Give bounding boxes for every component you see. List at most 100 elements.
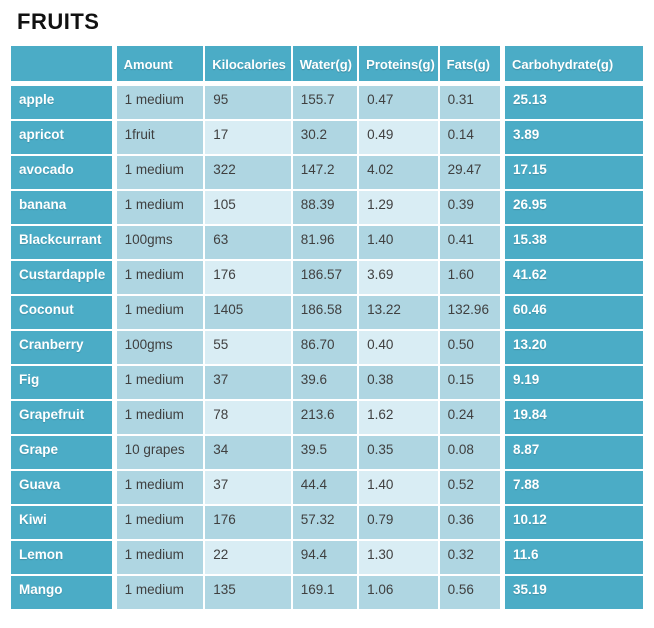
proteins-cell: 1.62 [359,401,438,434]
amount-cell: 1 medium [113,576,204,609]
kilocalories-cell: 176 [205,506,291,539]
proteins-cell: 1.40 [359,471,438,504]
table-row: Cranberry 100gms 55 86.70 0.40 0.50 13.20 [11,331,643,364]
fruit-name-cell: Custardapple [11,261,112,294]
carbohydrate-cell: 8.87 [502,436,643,469]
water-cell: 39.6 [292,366,358,399]
fats-cell: 0.08 [439,436,501,469]
fats-cell: 0.41 [439,226,501,259]
fats-cell: 0.50 [439,331,501,364]
fruit-name-cell: Grapefruit [11,401,112,434]
water-cell: 39.5 [292,436,358,469]
water-cell: 213.6 [292,401,358,434]
header-cell-carbohydrate: Carbohydrate(g) [502,46,643,84]
document-page: FRUITS Amount Kilocalories Water(g) Protein… [0,9,654,611]
table-body: apple 1 medium 95 155.7 0.47 0.31 25.13 apricot… [11,86,643,609]
table-row: Grape 10 grapes 34 39.5 0.35 0.08 8.87 [11,436,643,469]
water-cell: 57.32 [292,506,358,539]
carbohydrate-cell: 60.46 [502,296,643,329]
amount-cell: 10 grapes [113,436,204,469]
water-cell: 169.1 [292,576,358,609]
amount-cell: 1 medium [113,261,204,294]
table-row: Custardapple 1 medium 176 186.57 3.69 1.60 41.… [11,261,643,294]
carbohydrate-cell: 25.13 [502,86,643,119]
proteins-cell: 0.40 [359,331,438,364]
fats-cell: 29.47 [439,156,501,189]
kilocalories-cell: 135 [205,576,291,609]
header-cell-fats: Fats(g) [439,46,501,84]
proteins-cell: 0.79 [359,506,438,539]
table-row: Kiwi 1 medium 176 57.32 0.79 0.36 10.12 [11,506,643,539]
fruit-name-cell: apple [11,86,112,119]
fruit-name-cell: Fig [11,366,112,399]
carbohydrate-cell: 15.38 [502,226,643,259]
fruits-nutrition-table: Amount Kilocalories Water(g) Proteins(g) Fat… [9,44,645,611]
fruit-name-cell: Lemon [11,541,112,574]
fats-cell: 0.31 [439,86,501,119]
carbohydrate-cell: 13.20 [502,331,643,364]
amount-cell: 1 medium [113,471,204,504]
carbohydrate-cell: 41.62 [502,261,643,294]
proteins-cell: 0.47 [359,86,438,119]
water-cell: 81.96 [292,226,358,259]
fruit-name-cell: Cranberry [11,331,112,364]
water-cell: 86.70 [292,331,358,364]
amount-cell: 1 medium [113,541,204,574]
table-header: Amount Kilocalories Water(g) Proteins(g) Fat… [11,46,643,84]
fruit-name-cell: apricot [11,121,112,154]
water-cell: 44.4 [292,471,358,504]
proteins-cell: 0.49 [359,121,438,154]
carbohydrate-cell: 3.89 [502,121,643,154]
kilocalories-cell: 55 [205,331,291,364]
table-row: avocado 1 medium 322 147.2 4.02 29.47 17.15 [11,156,643,189]
fats-cell: 132.96 [439,296,501,329]
table-row: Lemon 1 medium 22 94.4 1.30 0.32 11.6 [11,541,643,574]
fruit-name-cell: Grape [11,436,112,469]
table-row: Fig 1 medium 37 39.6 0.38 0.15 9.19 [11,366,643,399]
fruit-name-cell: Coconut [11,296,112,329]
proteins-cell: 1.40 [359,226,438,259]
kilocalories-cell: 37 [205,366,291,399]
amount-cell: 1 medium [113,86,204,119]
water-cell: 147.2 [292,156,358,189]
water-cell: 155.7 [292,86,358,119]
header-cell-proteins: Proteins(g) [359,46,438,84]
fats-cell: 0.14 [439,121,501,154]
table-row: Blackcurrant 100gms 63 81.96 1.40 0.41 15.38 [11,226,643,259]
amount-cell: 100gms [113,331,204,364]
fruit-name-cell: banana [11,191,112,224]
page-title: FRUITS [17,9,100,34]
fats-cell: 0.39 [439,191,501,224]
amount-cell: 1 medium [113,366,204,399]
amount-cell: 1fruit [113,121,204,154]
header-cell-water: Water(g) [292,46,358,84]
table-row: Grapefruit 1 medium 78 213.6 1.62 0.24 19.84 [11,401,643,434]
carbohydrate-cell: 26.95 [502,191,643,224]
water-cell: 186.58 [292,296,358,329]
kilocalories-cell: 176 [205,261,291,294]
kilocalories-cell: 1405 [205,296,291,329]
fruit-name-cell: Blackcurrant [11,226,112,259]
amount-cell: 1 medium [113,401,204,434]
proteins-cell: 0.35 [359,436,438,469]
fats-cell: 0.52 [439,471,501,504]
water-cell: 30.2 [292,121,358,154]
amount-cell: 1 medium [113,296,204,329]
kilocalories-cell: 78 [205,401,291,434]
header-row: Amount Kilocalories Water(g) Proteins(g) Fat… [11,46,643,84]
fats-cell: 0.15 [439,366,501,399]
fats-cell: 1.60 [439,261,501,294]
fruit-name-cell: Mango [11,576,112,609]
water-cell: 186.57 [292,261,358,294]
fats-cell: 0.56 [439,576,501,609]
fruit-name-cell: avocado [11,156,112,189]
fats-cell: 0.24 [439,401,501,434]
proteins-cell: 3.69 [359,261,438,294]
proteins-cell: 0.38 [359,366,438,399]
kilocalories-cell: 17 [205,121,291,154]
header-cell-rowlabel [11,46,112,84]
kilocalories-cell: 105 [205,191,291,224]
proteins-cell: 1.30 [359,541,438,574]
kilocalories-cell: 22 [205,541,291,574]
header-cell-kilocalories: Kilocalories [205,46,291,84]
